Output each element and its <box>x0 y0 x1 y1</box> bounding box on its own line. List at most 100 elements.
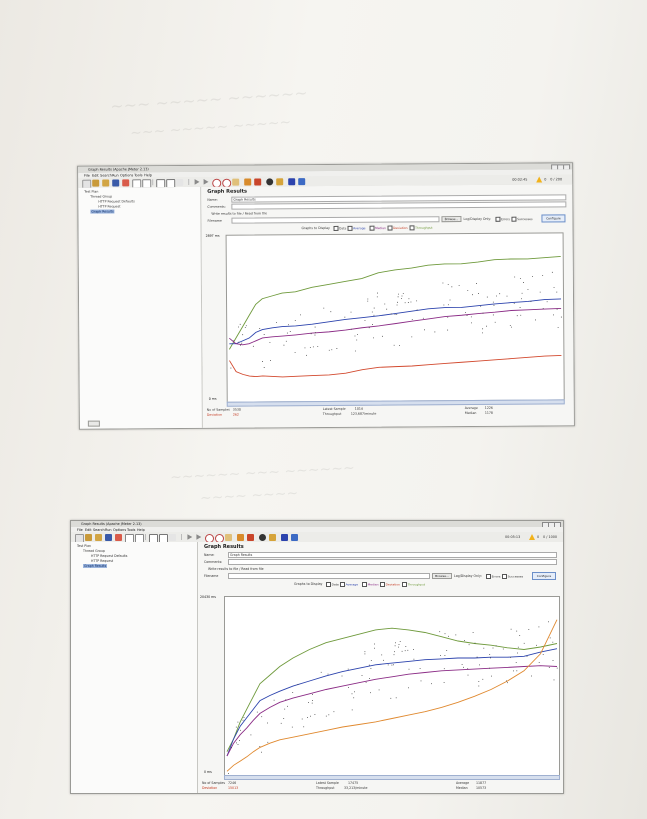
sample-point <box>344 316 346 318</box>
start-icon[interactable] <box>187 534 193 540</box>
clear-icon[interactable] <box>237 533 244 541</box>
function-helper-icon[interactable] <box>288 177 296 185</box>
data-checkbox[interactable]: Data <box>326 581 339 587</box>
clear-icon[interactable] <box>244 178 252 186</box>
sample-point <box>328 714 330 716</box>
toggle-icon[interactable] <box>176 178 184 186</box>
sample-point <box>336 348 338 349</box>
menu-run[interactable]: Run <box>112 172 119 177</box>
deviation-checkbox[interactable]: Deviation <box>380 581 400 587</box>
help-icon[interactable] <box>291 533 298 541</box>
sample-point <box>393 664 394 666</box>
search-icon[interactable] <box>259 533 266 541</box>
successes-checkbox[interactable]: Successes <box>511 216 533 222</box>
sample-point <box>553 314 554 316</box>
menu-search[interactable]: Search <box>100 172 112 178</box>
function-helper-icon[interactable] <box>281 533 288 541</box>
sample-point <box>511 326 512 328</box>
browse-button[interactable]: Browse... <box>432 573 452 579</box>
clear-all-icon[interactable] <box>247 533 254 541</box>
sample-point <box>370 692 371 694</box>
menu-options[interactable]: Options <box>113 527 127 532</box>
sample-point <box>370 668 372 669</box>
start-no-pause-icon[interactable] <box>196 534 202 540</box>
warning-icon[interactable] <box>536 176 543 183</box>
save-icon[interactable] <box>112 178 120 186</box>
tree-item-http-request-defaults[interactable]: HTTP Request Defaults <box>98 199 135 204</box>
data-checkbox[interactable]: Data <box>333 225 347 231</box>
clear-all-icon[interactable] <box>254 177 262 185</box>
jmeter-window-1: Graph Results (Apache JMeter 2.13) File … <box>77 162 575 430</box>
tree-item-test-plan[interactable]: Test Plan <box>77 544 92 548</box>
tree-item-graph-results[interactable]: Graph Results <box>83 564 108 568</box>
graph-results-panel: Graph Results Name: Graph Results Commen… <box>198 542 563 793</box>
menu-file[interactable]: File <box>77 527 83 532</box>
cut-icon[interactable] <box>115 533 122 541</box>
configure-button[interactable]: Configure <box>541 214 566 223</box>
remote-start-icon[interactable] <box>232 178 240 186</box>
sample-point <box>250 734 252 736</box>
successes-checkbox[interactable]: Successes <box>502 573 523 579</box>
save-icon[interactable] <box>105 533 112 541</box>
warning-icon[interactable] <box>529 534 535 540</box>
tree-bottom-button[interactable] <box>87 420 100 427</box>
toggle-icon[interactable] <box>169 533 176 541</box>
errors-checkbox[interactable]: Errors <box>486 573 500 579</box>
sample-point <box>239 740 240 741</box>
graph-scrollbar[interactable] <box>226 399 565 407</box>
tree-item-thread-group[interactable]: Thread Group <box>83 549 105 553</box>
sample-point <box>365 681 367 683</box>
tree-item-http-request-defaults[interactable]: HTTP Request Defaults <box>91 554 128 558</box>
sample-point <box>243 717 245 718</box>
filename-field[interactable] <box>231 216 440 224</box>
configure-button[interactable]: Configure <box>532 572 556 580</box>
reset-search-icon[interactable] <box>276 177 284 185</box>
comments-field[interactable] <box>231 201 567 210</box>
tree-item-http-request[interactable]: HTTP Request <box>91 559 114 563</box>
average-value: 1226 <box>484 405 493 410</box>
menu-search[interactable]: Search <box>93 527 105 532</box>
filename-field[interactable] <box>228 573 430 579</box>
sample-point <box>238 341 240 343</box>
median-checkbox[interactable]: Median <box>369 225 387 231</box>
menu-tools[interactable]: Tools <box>134 172 143 177</box>
deviation-checkbox[interactable]: Deviation <box>387 225 408 231</box>
tree-item-graph-results[interactable]: Graph Results <box>90 209 115 214</box>
open-icon[interactable] <box>102 179 110 187</box>
throughput-checkbox[interactable]: Throughput <box>402 581 425 587</box>
errors-checkbox[interactable]: Errors <box>495 216 510 222</box>
templates-icon[interactable] <box>92 179 100 187</box>
tree-item-test-plan[interactable]: Test Plan <box>84 189 99 194</box>
tree-item-http-request[interactable]: HTTP Request <box>98 204 121 209</box>
menu-file[interactable]: File <box>84 173 90 178</box>
throughput-checkbox[interactable]: Throughput <box>409 224 433 230</box>
menu-edit[interactable]: Edit <box>92 173 99 178</box>
menu-run[interactable]: Run <box>105 527 112 532</box>
search-icon[interactable] <box>266 177 274 185</box>
tree-item-thread-group[interactable]: Thread Group <box>90 194 113 199</box>
menu-help[interactable]: Help <box>144 172 152 177</box>
sample-point <box>330 311 332 313</box>
help-icon[interactable] <box>298 177 306 185</box>
graph-scrollbar[interactable] <box>224 775 560 780</box>
median-checkbox[interactable]: Median <box>362 581 379 587</box>
sample-point <box>353 697 355 699</box>
menu-tools[interactable]: Tools <box>127 527 136 532</box>
browse-button[interactable]: Browse... <box>441 216 462 223</box>
remote-start-icon[interactable] <box>225 533 232 541</box>
open-icon[interactable] <box>95 533 102 541</box>
templates-icon[interactable] <box>85 533 92 541</box>
menu-help[interactable]: Help <box>137 527 145 532</box>
sample-point <box>294 352 296 354</box>
menu-edit[interactable]: Edit <box>85 527 92 532</box>
menu-options[interactable]: Options <box>120 172 134 177</box>
reset-search-icon[interactable] <box>269 533 276 541</box>
comments-field[interactable] <box>228 559 557 565</box>
average-checkbox[interactable]: Average <box>347 225 366 231</box>
sample-point <box>516 315 518 317</box>
cut-icon[interactable] <box>122 178 130 186</box>
name-field[interactable] <box>228 552 557 558</box>
average-checkbox[interactable]: Average <box>340 581 358 587</box>
start-icon[interactable] <box>193 178 200 185</box>
start-no-pause-icon[interactable] <box>202 178 209 185</box>
